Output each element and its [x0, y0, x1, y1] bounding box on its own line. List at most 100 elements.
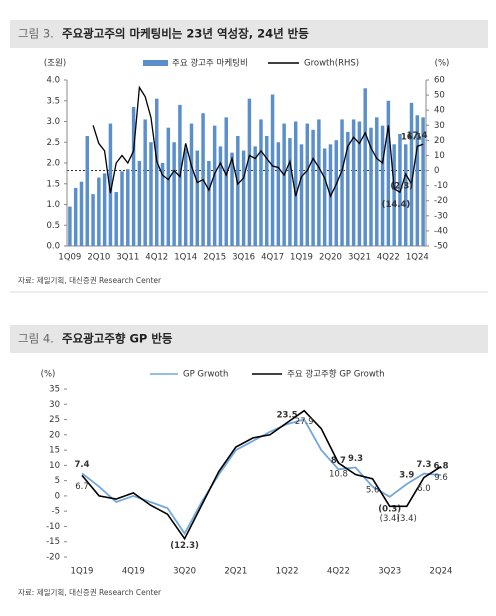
header-bar	[10, 325, 488, 353]
x-tick-label: 1Q19	[71, 567, 94, 577]
y-tick-label: -15	[46, 537, 60, 547]
bar	[415, 115, 420, 247]
bar	[421, 117, 425, 246]
y-tick-label: -10	[46, 522, 60, 532]
y-tick-label: 3.5	[46, 96, 60, 106]
data-label: 7.4	[74, 460, 89, 470]
bar	[409, 102, 414, 246]
bar	[91, 194, 95, 246]
data-label: 6.8	[433, 462, 448, 472]
bar	[102, 173, 107, 246]
x-tick-label: 4Q19	[122, 567, 145, 577]
data-label: 23.5	[277, 411, 298, 421]
bar	[172, 142, 176, 246]
x-tick-label: 4Q17	[261, 253, 284, 263]
y-tick-label: 4.0	[46, 76, 60, 86]
y-tick-label: 25	[49, 415, 60, 425]
y-tick-label: 20	[49, 430, 60, 440]
data-label: (3.4)	[380, 514, 400, 524]
bar	[224, 117, 228, 246]
bar	[189, 123, 194, 246]
bar	[299, 144, 304, 246]
y2-tick-label: 40	[434, 106, 445, 116]
data-label: (14.4)	[382, 200, 411, 210]
x-tick-label: 3Q20	[173, 567, 196, 577]
bar	[230, 152, 234, 246]
x-tick-label: 3Q21	[348, 253, 371, 263]
x-tick-label: 2Q20	[319, 253, 342, 263]
data-label: 8.7	[331, 456, 346, 466]
bar	[97, 177, 101, 246]
data-label: 5.6	[366, 485, 380, 495]
x-tick-label: 1Q09	[58, 253, 81, 263]
y-tick-label: 15	[49, 446, 60, 456]
data-label: 27.9	[295, 417, 314, 427]
x-tick-label: 1Q24	[406, 253, 429, 263]
bar	[236, 136, 240, 246]
bar	[108, 123, 113, 246]
bar	[137, 160, 142, 246]
data-label: 17.4	[407, 131, 428, 141]
legend-label: Growth(RHS)	[304, 59, 359, 69]
x-tick-label: 2Q10	[87, 253, 110, 263]
x-tick-label: 4Q22	[327, 567, 350, 577]
y-tick-label: 35	[49, 385, 60, 395]
bar	[68, 206, 72, 246]
bar	[270, 94, 275, 247]
y2-tick-label: 0	[434, 166, 439, 176]
legend-swatch	[143, 60, 168, 66]
header-bar	[10, 20, 488, 48]
y-tick-label: 1.0	[46, 200, 60, 210]
bar	[322, 148, 327, 246]
data-label: 9.6	[434, 473, 448, 483]
x-tick-label: 1Q22	[276, 567, 299, 577]
line	[81, 409, 442, 541]
y-tick-label: 0.0	[46, 242, 60, 252]
x-tick-label: 4Q22	[377, 253, 400, 263]
bar	[114, 192, 118, 246]
y2-tick-label: -30	[434, 211, 448, 221]
y-axis-label: (조원)	[44, 59, 66, 69]
y-tick-label: 30	[49, 400, 60, 410]
y-axis-label: (%)	[41, 370, 56, 380]
bar	[85, 136, 90, 246]
y2-tick-label: 50	[434, 91, 445, 101]
x-tick-label: 4Q12	[145, 253, 168, 263]
data-label: 6.0	[417, 484, 431, 494]
bar	[259, 119, 263, 246]
bar	[392, 144, 396, 246]
bar	[241, 150, 246, 246]
bar	[293, 121, 298, 246]
data-label: 9.3	[348, 454, 363, 464]
bar	[340, 119, 344, 246]
bar	[288, 138, 292, 246]
legend-label: GP Grwoth	[183, 370, 228, 380]
bar	[126, 169, 130, 246]
bar	[73, 187, 78, 246]
bar	[149, 142, 153, 246]
bar	[357, 121, 362, 246]
bar	[183, 148, 188, 246]
y-tick-label: 0	[55, 491, 60, 501]
y-tick-label: 10	[49, 461, 60, 471]
bar	[346, 131, 350, 246]
data-label: 6.7	[75, 482, 89, 492]
legend-label: 주요 광고주향 GP Growth	[287, 369, 385, 380]
bar	[380, 125, 385, 246]
x-tick-label: 3Q23	[378, 567, 401, 577]
source: 자료: 제일기획, 대신증권 Research Center	[18, 587, 162, 597]
y-tick-label: 0.5	[46, 221, 60, 231]
y2-tick-label: 20	[434, 136, 445, 146]
y2-axis-label: (%)	[435, 59, 450, 69]
chart-title: 주요광고주의 마케팅비는 23년 역성장, 24년 반등	[62, 27, 309, 41]
y-tick-label: 3.0	[46, 117, 60, 127]
x-tick-label: 2Q24	[430, 567, 453, 577]
bar	[155, 98, 159, 246]
y2-tick-label: 10	[434, 151, 445, 161]
bar	[79, 181, 84, 246]
bar	[265, 136, 269, 246]
figure-label: 그림 4.	[18, 332, 54, 346]
y2-tick-label: -40	[434, 226, 448, 236]
bar	[351, 119, 356, 246]
